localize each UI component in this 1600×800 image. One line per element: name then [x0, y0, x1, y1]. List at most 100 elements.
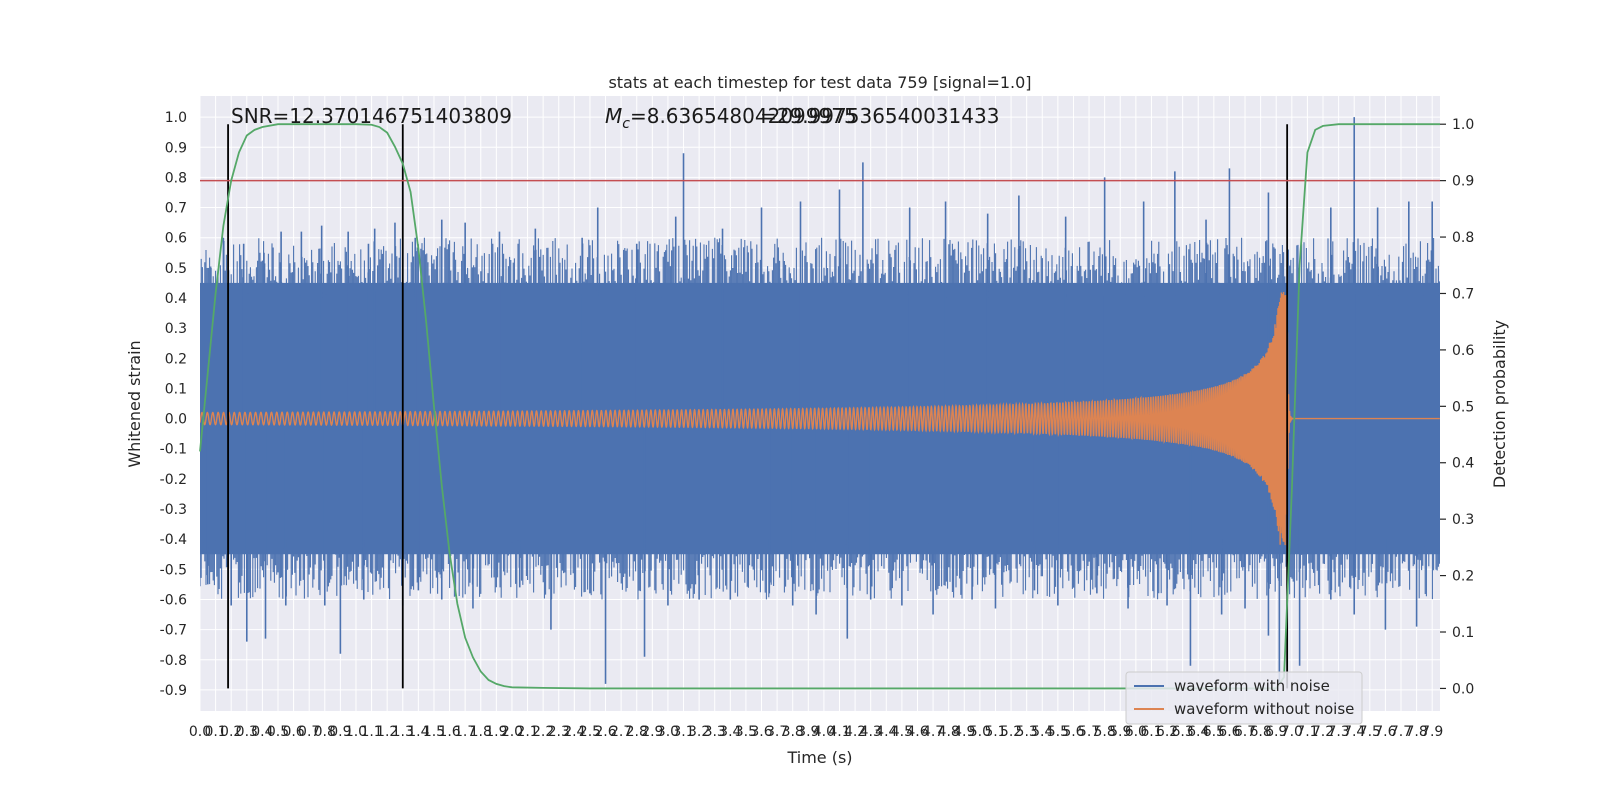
legend-label-noisy: waveform with noise [1174, 677, 1330, 695]
x-tick-label: 2.0 [501, 724, 523, 740]
left-y-tick-label: 0.7 [165, 201, 187, 217]
x-tick-label: 3.4 [719, 724, 741, 740]
x-tick-label: 4.8 [938, 724, 960, 740]
x-tick-label: 0.1 [204, 724, 226, 740]
x-tick-label: 5.3 [1016, 724, 1038, 740]
left-y-axis: 1.0 0.9 0.8 0.7 0.6 0.5 0.4 0.3 0.2 0.1 0.0 -0.1 -0.… [160, 110, 187, 699]
x-tick-label: 5.9 [1109, 724, 1131, 740]
x-tick-label: 4.5 [891, 724, 913, 740]
x-tick-label: 1.0 [345, 724, 367, 740]
x-tick-label: 1.5 [423, 724, 445, 740]
x-tick-label: 5.6 [1062, 724, 1084, 740]
x-tick-label: 5.1 [984, 724, 1006, 740]
legend: waveform with noise waveform without noi… [1125, 671, 1363, 725]
left-y-tick-label: 0.5 [165, 261, 187, 277]
x-tick-label: 7.2 [1312, 724, 1334, 740]
x-tick-label: 1.1 [360, 724, 382, 740]
x-tick-label: 5.8 [1094, 724, 1116, 740]
right-y-tick-label: 0.1 [1452, 625, 1474, 641]
left-y-axis-title: Whitened strain [125, 340, 144, 467]
left-y-tick-label: 1.0 [165, 110, 187, 126]
legend-label-clean: waveform without noise [1174, 700, 1354, 718]
x-tick-label: 6.6 [1218, 724, 1240, 740]
x-tick-label: 4.7 [922, 724, 944, 740]
x-tick-label: 7.9 [1421, 724, 1443, 740]
right-y-tick-label: 0.5 [1452, 399, 1474, 415]
right-y-tick-label: 1.0 [1452, 117, 1474, 133]
x-tick-label: 1.3 [392, 724, 414, 740]
right-y-tick-label: 0.2 [1452, 569, 1474, 585]
right-y-tick-label: 0.8 [1452, 230, 1474, 246]
x-tick-label: 3.9 [797, 724, 819, 740]
right-y-tick-label: 0.7 [1452, 286, 1474, 302]
x-tick-label: 2.9 [641, 724, 663, 740]
x-tick-label: 6.1 [1140, 724, 1162, 740]
x-tick-label: 4.0 [813, 724, 835, 740]
chirp-mass-overlap: =29.997536540031433 [760, 104, 999, 128]
svg-text:Mc=8.636548042099975: Mc=8.636548042099975 [605, 104, 857, 132]
x-tick-label: 6.2 [1156, 724, 1178, 740]
x-axis: 0.00.10.20.30.40.50.60.70.80.91.01.11.21… [189, 724, 1443, 740]
x-tick-label: 7.3 [1327, 724, 1349, 740]
x-tick-label: 2.1 [516, 724, 538, 740]
left-y-tick-label: -0.3 [160, 502, 187, 518]
x-tick-label: 2.2 [532, 724, 554, 740]
left-y-tick-label: 0.6 [165, 231, 187, 247]
left-y-tick-label: 0.4 [165, 291, 187, 307]
left-y-tick-label: -0.5 [160, 562, 187, 578]
x-tick-label: 5.5 [1047, 724, 1069, 740]
x-tick-label: 3.7 [766, 724, 788, 740]
x-tick-label: 0.9 [329, 724, 351, 740]
x-tick-label: 7.7 [1390, 724, 1412, 740]
left-y-tick-label: 0.3 [165, 321, 187, 337]
left-y-tick-label: 0.2 [165, 351, 187, 367]
x-tick-label: 4.4 [875, 724, 897, 740]
right-y-tick-label: 0.4 [1452, 456, 1474, 472]
left-y-tick-label: 0.9 [165, 140, 187, 156]
x-tick-label: 1.2 [376, 724, 398, 740]
x-tick-label: 5.0 [969, 724, 991, 740]
x-tick-label: 0.3 [236, 724, 258, 740]
clean-waveform-line [200, 292, 1440, 546]
x-tick-label: 3.8 [782, 724, 804, 740]
x-tick-label: 6.7 [1234, 724, 1256, 740]
left-y-tick-label: -0.2 [160, 472, 187, 488]
x-tick-label: 5.4 [1031, 724, 1053, 740]
x-tick-label: 7.4 [1343, 724, 1365, 740]
x-tick-label: 5.2 [1000, 724, 1022, 740]
x-tick-label: 7.5 [1359, 724, 1381, 740]
x-tick-label: 4.3 [860, 724, 882, 740]
x-tick-label: 2.3 [548, 724, 570, 740]
x-tick-label: 7.8 [1405, 724, 1427, 740]
x-axis-title: Time (s) [786, 748, 852, 767]
right-y-axis: 1.0 0.9 0.8 0.7 0.6 0.5 0.4 0.3 0.2 0.1 0.0 [1440, 117, 1474, 697]
x-tick-label: 1.6 [438, 724, 460, 740]
chirp-mass-symbol: M [605, 104, 622, 128]
chirp-mass-subscript: c [622, 116, 630, 132]
x-tick-label: 3.0 [657, 724, 679, 740]
x-tick-label: 2.7 [610, 724, 632, 740]
x-tick-label: 3.6 [750, 724, 772, 740]
x-tick-label: 3.3 [704, 724, 726, 740]
x-tick-label: 6.9 [1265, 724, 1287, 740]
x-tick-label: 3.2 [688, 724, 710, 740]
x-tick-label: 3.1 [672, 724, 694, 740]
x-tick-label: 2.4 [563, 724, 585, 740]
x-tick-label: 2.5 [579, 724, 601, 740]
right-y-tick-label: 0.0 [1452, 681, 1474, 697]
x-tick-label: 1.7 [454, 724, 476, 740]
x-tick-label: 6.4 [1187, 724, 1209, 740]
left-y-tick-label: -0.8 [160, 653, 187, 669]
left-y-tick-label: -0.4 [160, 532, 187, 548]
left-y-tick-label: 0.0 [165, 412, 187, 428]
x-tick-label: 2.8 [626, 724, 648, 740]
x-tick-label: 0.2 [220, 724, 242, 740]
x-tick-label: 7.6 [1374, 724, 1396, 740]
right-y-tick-label: 0.6 [1452, 343, 1474, 359]
x-tick-label: 4.9 [953, 724, 975, 740]
x-tick-label: 0.6 [282, 724, 304, 740]
x-tick-label: 3.5 [735, 724, 757, 740]
x-tick-label: 6.0 [1125, 724, 1147, 740]
right-y-tick-label: 0.3 [1452, 512, 1474, 528]
